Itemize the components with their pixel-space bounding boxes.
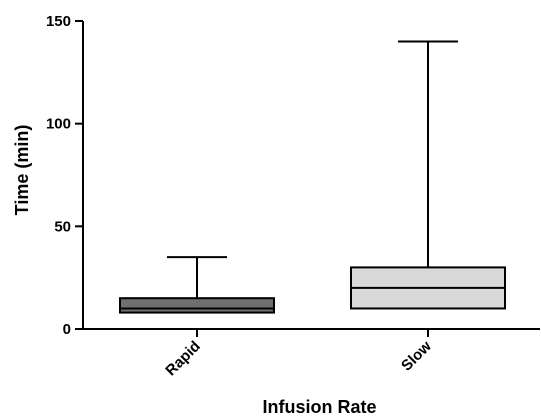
y-tick-label: 50 [54, 218, 71, 235]
y-tick-label: 0 [63, 321, 71, 338]
box-rapid [119, 256, 275, 314]
box-body [119, 297, 275, 314]
x-tick-label-rapid: Rapid [162, 338, 203, 379]
x-tick-label-slow: Slow [398, 338, 435, 375]
y-axis-title: Time (min) [12, 125, 32, 216]
x-axis-title: Infusion Rate [262, 397, 376, 417]
y-tick-label: 150 [46, 13, 71, 30]
box-slow [350, 40, 506, 310]
boxes [119, 40, 506, 314]
y-tick-label: 100 [46, 116, 71, 133]
labels: 0 50 100 150 Time (min) Infusion Rate Rapid Slo… [12, 13, 435, 417]
axes [75, 20, 540, 337]
